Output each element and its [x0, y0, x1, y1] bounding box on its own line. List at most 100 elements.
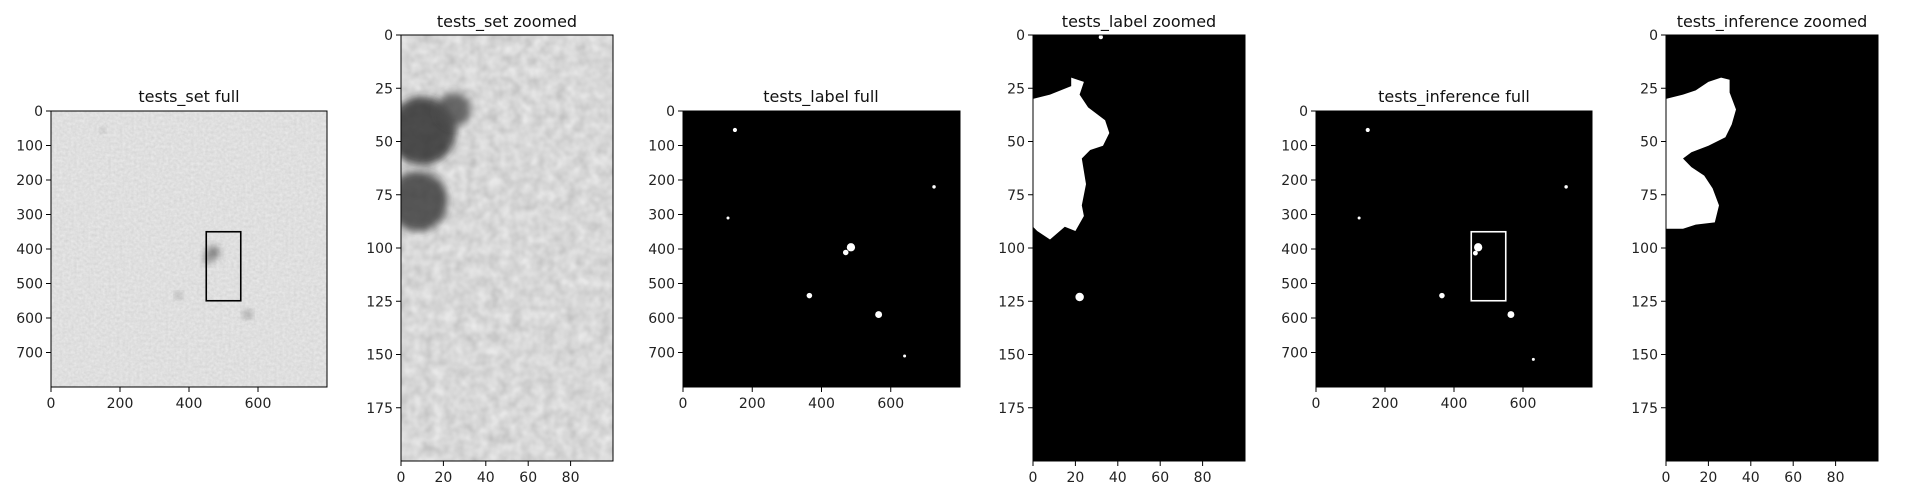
image-area [1316, 111, 1592, 387]
image-background [51, 111, 327, 387]
y-tick-label: 600 [16, 311, 43, 327]
white-spot [1472, 250, 1478, 256]
x-tick-label: 400 [808, 396, 835, 412]
white-spot [846, 243, 856, 252]
image-background [1316, 111, 1592, 387]
y-tick-label: 150 [1631, 348, 1658, 364]
x-tick-label: 200 [739, 396, 766, 412]
panel-tests-inference-zoomed: tests_inference zoomed 0 20 40 60 80 0 25 50 75 1… [1631, 12, 1879, 486]
dark-blob [203, 255, 213, 264]
y-tick-label: 25 [1640, 81, 1658, 97]
y-tick-label: 400 [648, 242, 675, 258]
white-spot [732, 127, 738, 133]
image-area [683, 111, 960, 387]
y-tick-label: 0 [1016, 28, 1025, 44]
x-tick-label: 0 [679, 396, 688, 412]
y-tick-label: 0 [666, 104, 675, 120]
y-tick-label: 150 [998, 348, 1025, 364]
white-spot [806, 292, 813, 299]
x-tick-label: 80 [1194, 470, 1212, 486]
y-tick-label: 600 [1281, 311, 1308, 327]
x-tick-label: 80 [1827, 470, 1845, 486]
panel-tests-label-full: tests_label full 0 200 400 600 0 100 200 300 400… [648, 87, 961, 412]
white-spot [903, 354, 907, 358]
y-tick-label: 100 [366, 241, 393, 257]
x-tick-label: 20 [1066, 470, 1084, 486]
x-tick-label: 200 [107, 396, 134, 412]
y-tick-label: 0 [1299, 104, 1308, 120]
y-tick-label: 300 [1281, 208, 1308, 224]
white-spot [1098, 35, 1103, 40]
white-spot [1474, 243, 1483, 252]
zoom-region-rect [1470, 230, 1507, 302]
x-tick-label: 600 [245, 396, 272, 412]
y-tick-label: 200 [16, 173, 43, 189]
white-spot [1365, 127, 1370, 133]
x-tick-label: 600 [1510, 396, 1537, 412]
image-area [1666, 35, 1878, 461]
x-tick-label: 400 [1441, 396, 1468, 412]
y-tick-label: 75 [1007, 188, 1025, 204]
x-tick-label: 0 [47, 396, 56, 412]
image-area [1033, 35, 1245, 461]
white-spot [1507, 311, 1515, 318]
x-tick-label: 20 [1699, 470, 1717, 486]
y-tick-label: 500 [16, 277, 43, 293]
y-tick-label: 200 [648, 173, 675, 189]
x-tick-label: 40 [1742, 470, 1760, 486]
y-tick-label: 100 [16, 139, 43, 155]
x-tick-label: 0 [1029, 470, 1038, 486]
x-tick-label: 40 [477, 470, 495, 486]
x-tick-label: 20 [434, 470, 452, 486]
x-tick-label: 60 [519, 470, 537, 486]
white-spot [842, 249, 849, 256]
x-tick-label: 200 [1372, 396, 1399, 412]
segmentation-region [1033, 77, 1110, 240]
y-tick-label: 300 [16, 208, 43, 224]
y-tick-label: 150 [366, 348, 393, 364]
y-tick-label: 100 [998, 241, 1025, 257]
y-tick-label: 700 [1281, 346, 1308, 362]
y-tick-label: 50 [1007, 135, 1025, 151]
y-tick-label: 50 [375, 135, 393, 151]
y-tick-label: 175 [1631, 401, 1658, 417]
x-tick-label: 400 [176, 396, 203, 412]
panel-title: tests_label full [763, 87, 879, 107]
panel-tests-set-zoomed: tests_set zoomed 0 20 40 60 80 0 25 50 75 100 125 1… [366, 12, 614, 486]
panel-tests-label-zoomed: tests_label zoomed 0 20 40 60 80 0 25 50 75 100 12… [998, 12, 1246, 486]
y-tick-label: 100 [1281, 139, 1308, 155]
segmentation-region [1666, 77, 1736, 229]
white-spot [1531, 357, 1535, 361]
dark-blob [437, 92, 471, 127]
x-tick-label: 40 [1109, 470, 1127, 486]
x-tick-label: 0 [1312, 396, 1321, 412]
white-spot [1075, 292, 1084, 302]
y-tick-label: 700 [648, 346, 675, 362]
y-tick-label: 0 [1649, 28, 1658, 44]
panel-tests-set-full: tests_set full 0 200 400 600 0 100 200 300 400 50… [16, 87, 328, 412]
y-tick-label: 400 [16, 242, 43, 258]
y-tick-label: 100 [1631, 241, 1658, 257]
white-spot [875, 311, 883, 318]
y-tick-label: 400 [1281, 242, 1308, 258]
y-tick-label: 500 [648, 277, 675, 293]
y-tick-label: 700 [16, 346, 43, 362]
y-tick-label: 175 [998, 401, 1025, 417]
x-tick-label: 80 [562, 470, 580, 486]
y-tick-label: 25 [375, 81, 393, 97]
panel-title: tests_inference full [1378, 87, 1530, 107]
x-tick-label: 60 [1151, 470, 1169, 486]
dark-blob [206, 246, 220, 259]
image-background [683, 111, 960, 387]
y-tick-label: 175 [366, 401, 393, 417]
white-spot [932, 185, 936, 189]
panel-title: tests_set full [138, 87, 239, 107]
panel-tests-inference-full: tests_inference full 0 200 400 600 0 100 200 30… [1281, 87, 1593, 412]
zoom-region-rect [205, 230, 242, 302]
y-tick-label: 125 [998, 294, 1025, 310]
y-tick-label: 25 [1007, 81, 1025, 97]
dark-blob [401, 171, 448, 231]
image-area [51, 111, 327, 387]
white-spot [1439, 292, 1445, 299]
x-tick-label: 60 [1784, 470, 1802, 486]
